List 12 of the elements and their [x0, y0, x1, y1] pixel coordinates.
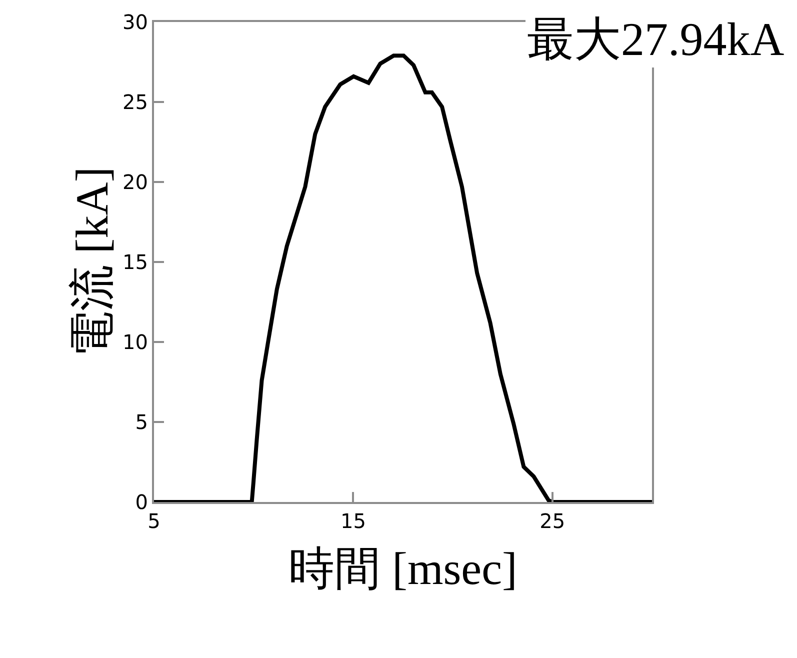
annotation: 最大27.94kA: [527, 14, 784, 66]
y-tick-label: 15: [122, 250, 148, 274]
y-tick-label: 5: [135, 410, 148, 434]
x-tick-label: 15: [340, 509, 366, 533]
y-axis-title: 電流 [kA]: [66, 166, 118, 358]
x-tick-label: 25: [540, 509, 566, 533]
y-tick-label: 20: [122, 170, 148, 194]
y-tick-label: 10: [122, 330, 148, 354]
y-tick-label: 30: [122, 10, 148, 34]
x-axis-title: 時間 [msec]: [288, 543, 518, 594]
y-tick-label: 0: [135, 490, 148, 514]
y-tick-label: 25: [122, 90, 148, 114]
